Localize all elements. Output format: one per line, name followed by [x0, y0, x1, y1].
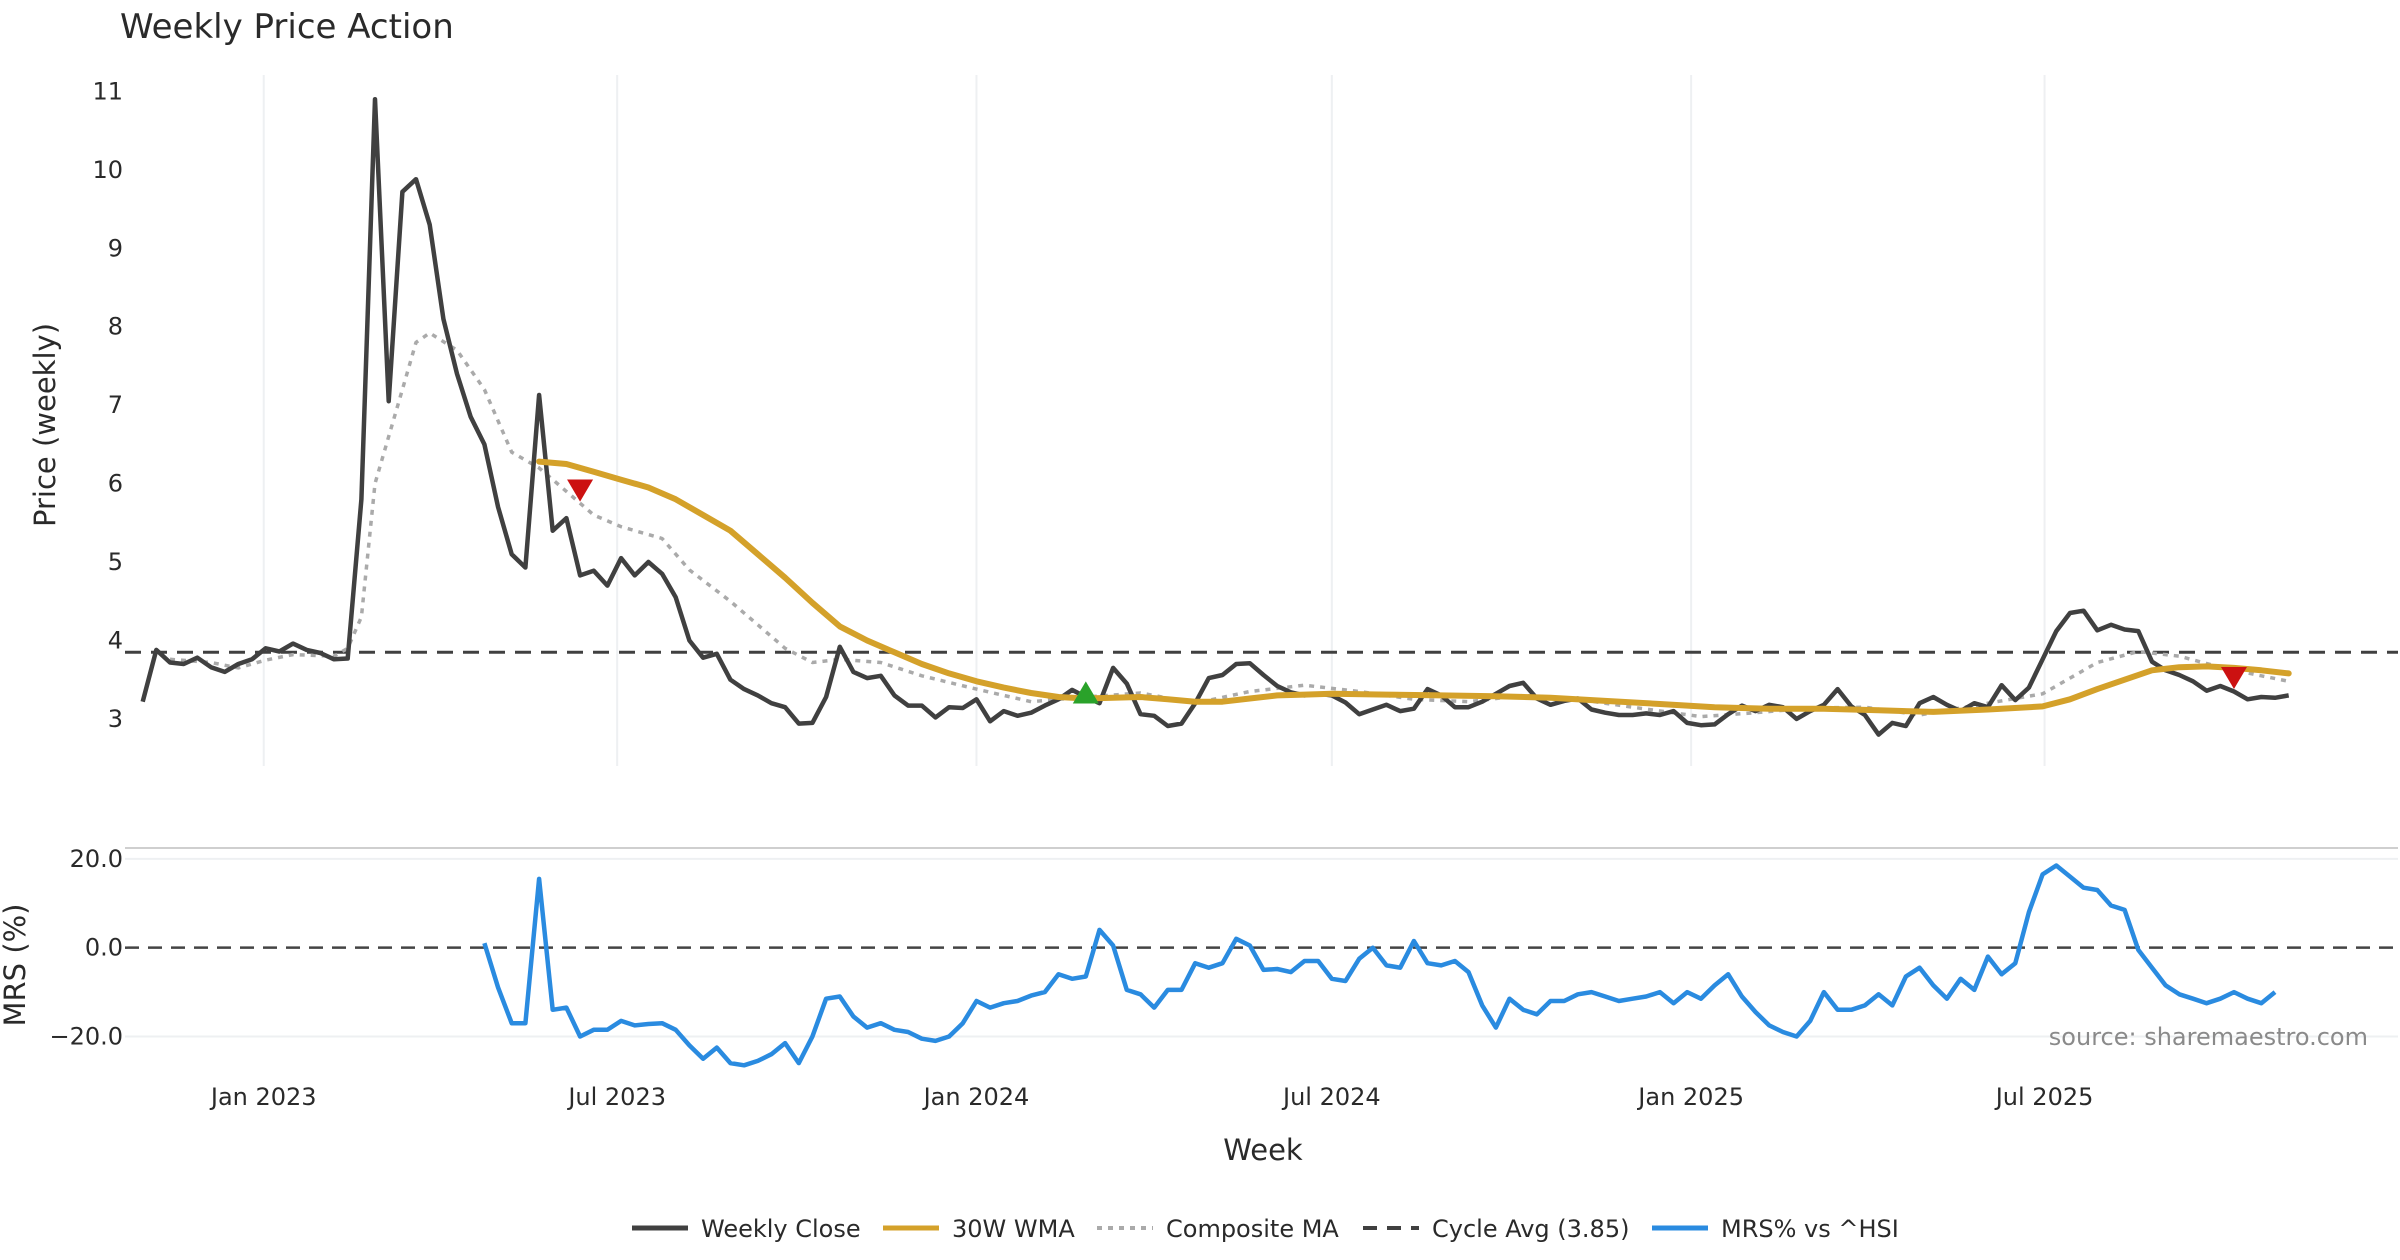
mrs-series: [482, 863, 2277, 1068]
price-grid: [262, 75, 2046, 766]
x-tick-label: Jul 2025: [1994, 1083, 2094, 1111]
x-tick-label: Jul 2023: [566, 1083, 666, 1111]
mrs-y-tick-label: 20.0: [70, 845, 123, 873]
chart-title: Weekly Price Action: [120, 7, 454, 47]
sell-signal-marker: [2220, 666, 2247, 690]
price-y-tick-label: 7: [108, 391, 123, 419]
mrs-y-ticks: 20.0 0.0 −20.0: [49, 845, 123, 1051]
price-series: [125, 96, 2398, 737]
mrs-y-tick-label: 0.0: [85, 934, 123, 962]
mrs-grid: [125, 847, 2398, 1038]
signal-markers: [567, 479, 2247, 704]
x-tick-label: Jan 2023: [209, 1083, 317, 1111]
price-y-axis-label: Price (weekly): [28, 323, 62, 527]
price-y-tick-label: 4: [108, 626, 123, 654]
price-y-tick-label: 5: [108, 548, 123, 576]
legend-label: Weekly Close: [701, 1215, 861, 1243]
series-composite-ma: [169, 331, 2290, 719]
buy-signal-marker: [1072, 681, 1099, 704]
x-ticks: Jan 2023 Jul 2023 Jan 2024 Jul 2024 Jan 2025…: [209, 1083, 2094, 1111]
price-y-tick-label: 3: [108, 705, 123, 733]
series-30w-wma: [536, 458, 2292, 715]
price-y-tick-label: 6: [108, 470, 123, 498]
price-y-tick-label: 11: [92, 77, 123, 105]
x-tick-label: Jan 2025: [1636, 1083, 1744, 1111]
legend: Weekly Close 30W WMA Composite MA Cycle Avg…: [632, 1215, 1899, 1243]
legend-label: 30W WMA: [952, 1215, 1075, 1243]
series-weekly-close: [140, 96, 2290, 737]
mrs-y-tick-label: −20.0: [49, 1022, 123, 1050]
legend-label: Cycle Avg (3.85): [1432, 1215, 1629, 1243]
legend-label: Composite MA: [1166, 1215, 1339, 1243]
x-tick-label: Jan 2024: [922, 1083, 1030, 1111]
series-mrs: [482, 863, 2277, 1068]
sell-signal-marker: [567, 479, 594, 502]
x-axis-label: Week: [1223, 1133, 1303, 1167]
price-y-tick-label: 9: [108, 234, 123, 262]
price-y-ticks: 3 4 5 6 7 8 9 10 11: [92, 77, 123, 733]
price-y-tick-label: 8: [108, 313, 123, 341]
mrs-y-axis-label: MRS (%): [0, 904, 32, 1027]
source-note: source: sharemaestro.com: [2049, 1023, 2368, 1051]
x-tick-label: Jul 2024: [1281, 1083, 1381, 1111]
price-y-tick-label: 10: [92, 156, 123, 184]
legend-label: MRS% vs ^HSI: [1721, 1215, 1899, 1243]
